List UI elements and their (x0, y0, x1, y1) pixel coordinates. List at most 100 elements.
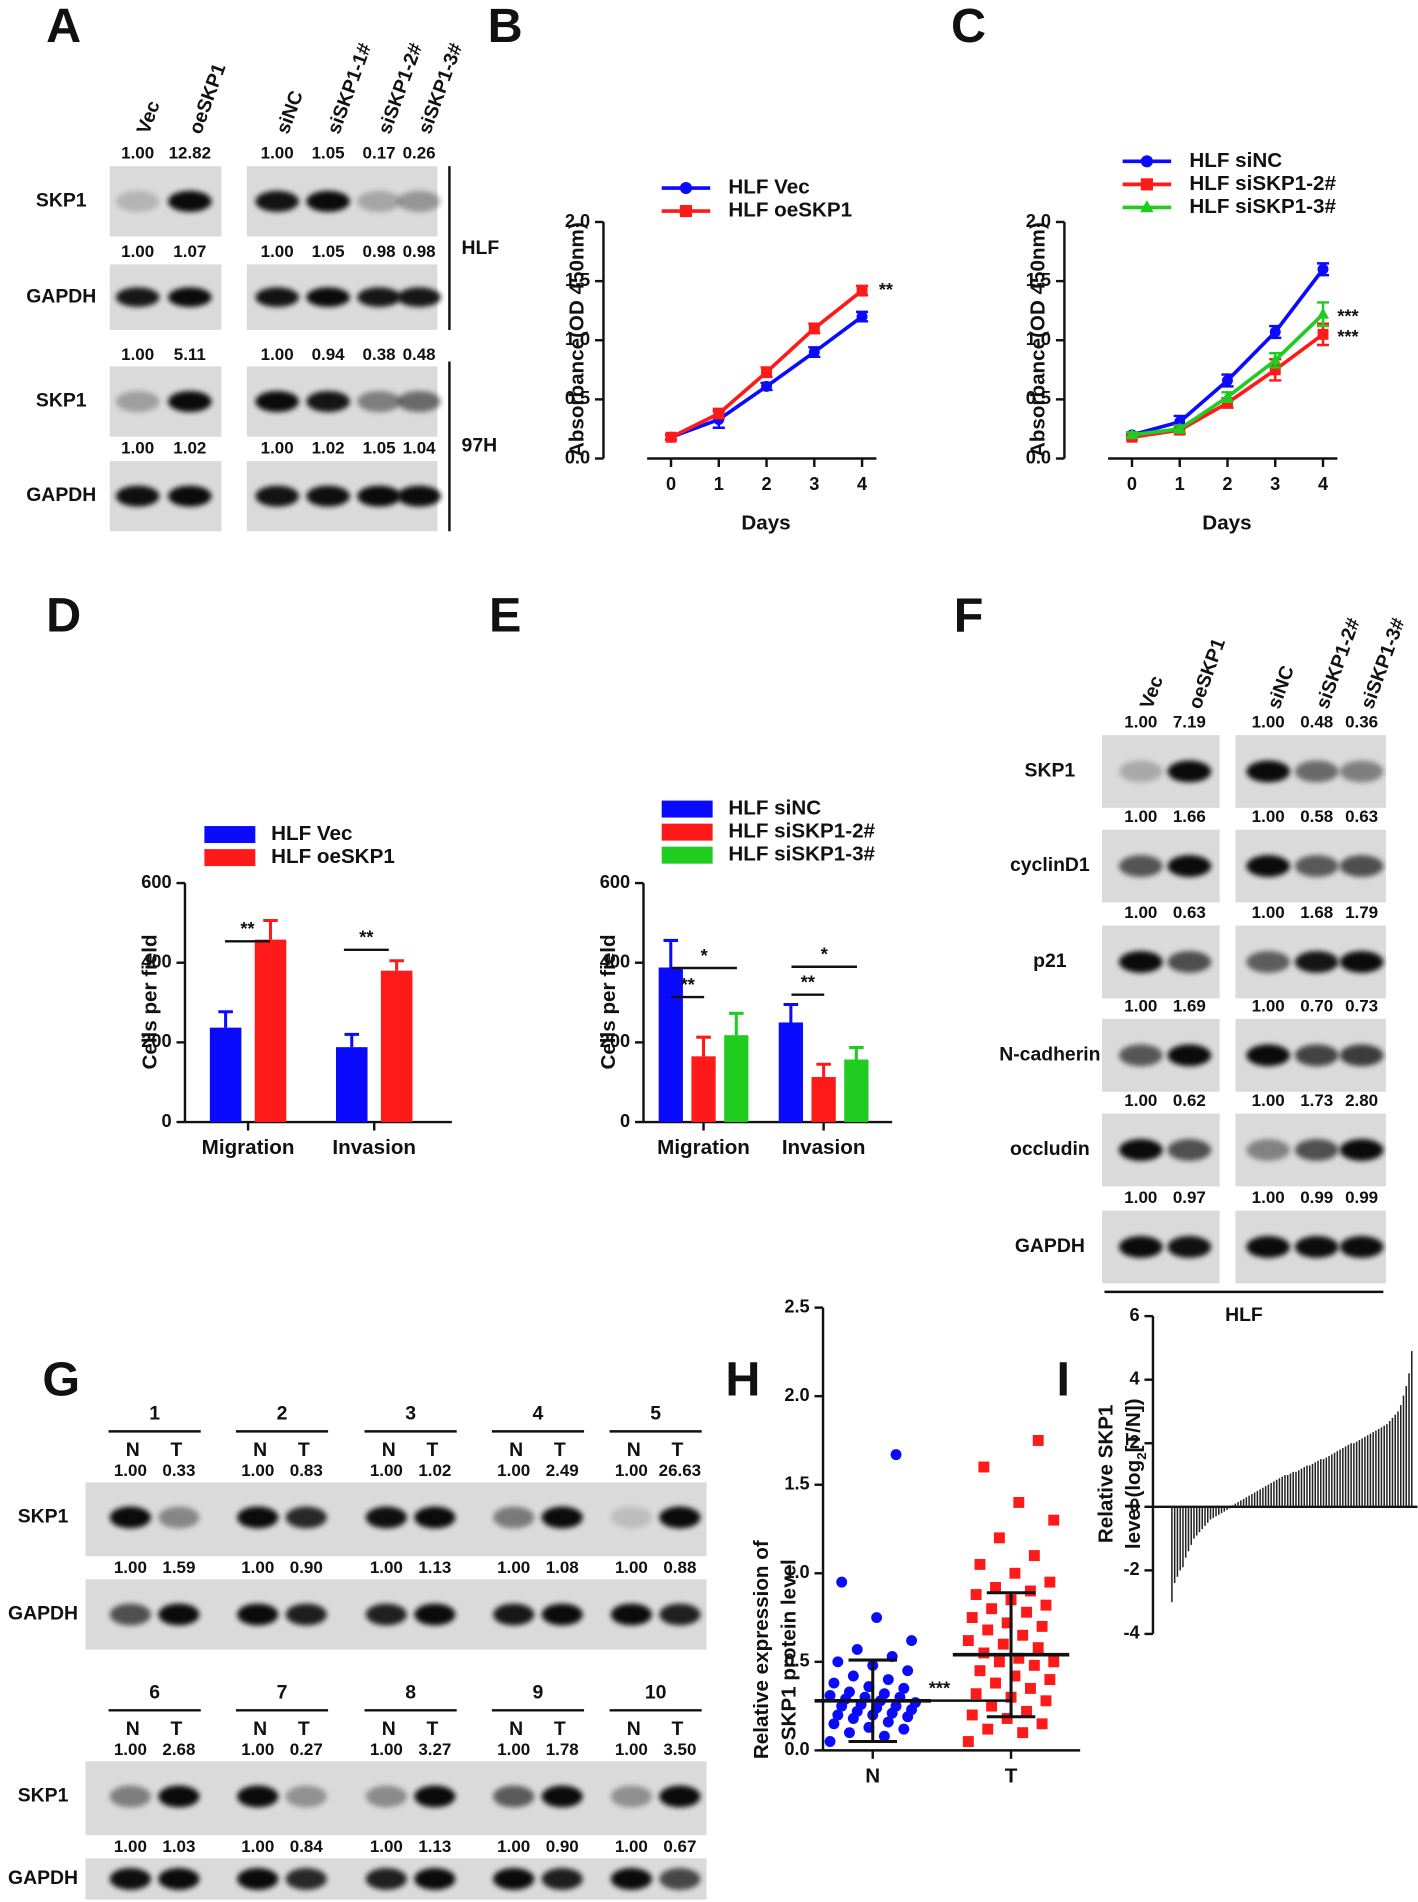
sample-label: 7 (277, 1681, 288, 1703)
bar (1411, 1351, 1413, 1507)
quantification: 1.00 (241, 1558, 274, 1577)
quantification: 1.00 (370, 1461, 403, 1480)
band (397, 485, 441, 507)
band (1167, 855, 1212, 878)
marker (990, 1581, 1001, 1593)
lane-label: N (126, 1439, 140, 1461)
x-tick-label: 0 (1127, 474, 1137, 494)
bar (1198, 1506, 1201, 1533)
quantification: 0.48 (1300, 712, 1333, 731)
y-tick-label: 200 (141, 1031, 171, 1051)
marker (713, 408, 725, 420)
bar (1262, 1487, 1264, 1507)
quantification: 0.88 (663, 1558, 696, 1577)
bar (1311, 1463, 1314, 1507)
marker (902, 1665, 914, 1677)
bar (691, 1056, 716, 1123)
quantification: 1.04 (403, 438, 437, 457)
band (237, 1868, 279, 1890)
quantification: 0.94 (312, 345, 346, 364)
quantification: 0.99 (1300, 1188, 1333, 1207)
bar (1339, 1449, 1341, 1507)
panel-letter: H (725, 1353, 760, 1407)
y-tick-label: 1.0 (1026, 329, 1051, 349)
marker (898, 1723, 910, 1735)
y-tick-label: 0.0 (784, 1739, 809, 1759)
lane-label: T (554, 1439, 566, 1461)
bar (1375, 1430, 1377, 1507)
bar (209, 1027, 242, 1123)
quantification: 1.00 (1252, 903, 1285, 922)
marker (1009, 1670, 1021, 1682)
y-tick-label: 200 (600, 1031, 630, 1051)
lane-label: T (672, 1718, 684, 1740)
y-tick-label: 1.0 (784, 1562, 809, 1582)
y-tick-label: 1.5 (565, 270, 590, 290)
marker (1269, 326, 1281, 338)
band (115, 190, 160, 212)
quantification: 1.00 (1124, 1091, 1157, 1110)
row-label: GAPDH (1015, 1235, 1085, 1257)
quantification: 12.82 (169, 144, 211, 163)
bar (1201, 1506, 1203, 1530)
quantification: 1.73 (1300, 1091, 1333, 1110)
y-tick-label: 0.0 (1026, 447, 1051, 467)
x-axis-label: Days (741, 511, 790, 534)
sample-label: 10 (645, 1681, 667, 1703)
band (1294, 951, 1339, 973)
marker (844, 1727, 855, 1739)
bar (1206, 1506, 1209, 1523)
band (1339, 951, 1384, 973)
error-bar (344, 1032, 360, 1048)
bar (1297, 1470, 1300, 1507)
marker (1028, 1659, 1040, 1671)
marker (906, 1635, 918, 1647)
quantification: 2.49 (546, 1461, 579, 1480)
quantification: 1.00 (121, 438, 154, 457)
bar (1209, 1506, 1212, 1520)
sample-label: 1 (149, 1402, 160, 1424)
bar (1270, 1482, 1272, 1507)
bar (1399, 1405, 1402, 1507)
quantification: 1.05 (363, 438, 396, 457)
lane-label: N (627, 1439, 641, 1461)
bar (811, 1077, 836, 1123)
quantification: 1.00 (1252, 807, 1285, 826)
quantification: 1.02 (418, 1461, 451, 1480)
marker (1048, 1514, 1060, 1526)
legend-swatch (661, 800, 713, 818)
band (1339, 1139, 1384, 1161)
marker (878, 1688, 890, 1700)
marker (836, 1576, 848, 1588)
quantification: 1.05 (312, 242, 345, 261)
legend-label: HLF Vec (271, 822, 352, 845)
marker (1013, 1496, 1025, 1508)
error-bar (218, 1010, 233, 1028)
row-label: GAPDH (26, 484, 96, 506)
quantification: 2.68 (162, 1740, 195, 1759)
y-tick-label: 400 (141, 952, 171, 972)
marker (974, 1665, 986, 1677)
quantification: 1.78 (546, 1740, 579, 1759)
bar (1322, 1459, 1325, 1507)
significance-label: ** (879, 280, 894, 300)
y-axis-label: Relative SKP1 (1094, 1404, 1117, 1543)
quantification: 1.00 (370, 1740, 403, 1759)
marker (890, 1449, 902, 1461)
error-bar (696, 1035, 711, 1057)
legend-label: HLF siSKP1-2# (1189, 172, 1336, 195)
band (357, 390, 401, 413)
bar (1408, 1373, 1410, 1507)
row-label: p21 (1033, 950, 1067, 972)
band (493, 1785, 535, 1808)
legend-marker (1140, 155, 1153, 168)
bar (1372, 1432, 1374, 1507)
quantification: 1.00 (1252, 712, 1285, 731)
marker (962, 1736, 974, 1747)
x-tick-label: 3 (1270, 474, 1280, 494)
quantification: 1.13 (418, 1837, 451, 1856)
legend-label: HLF siSKP1-3# (728, 843, 875, 866)
quantification: 1.03 (162, 1837, 195, 1856)
quantification: 1.00 (1252, 1091, 1285, 1110)
